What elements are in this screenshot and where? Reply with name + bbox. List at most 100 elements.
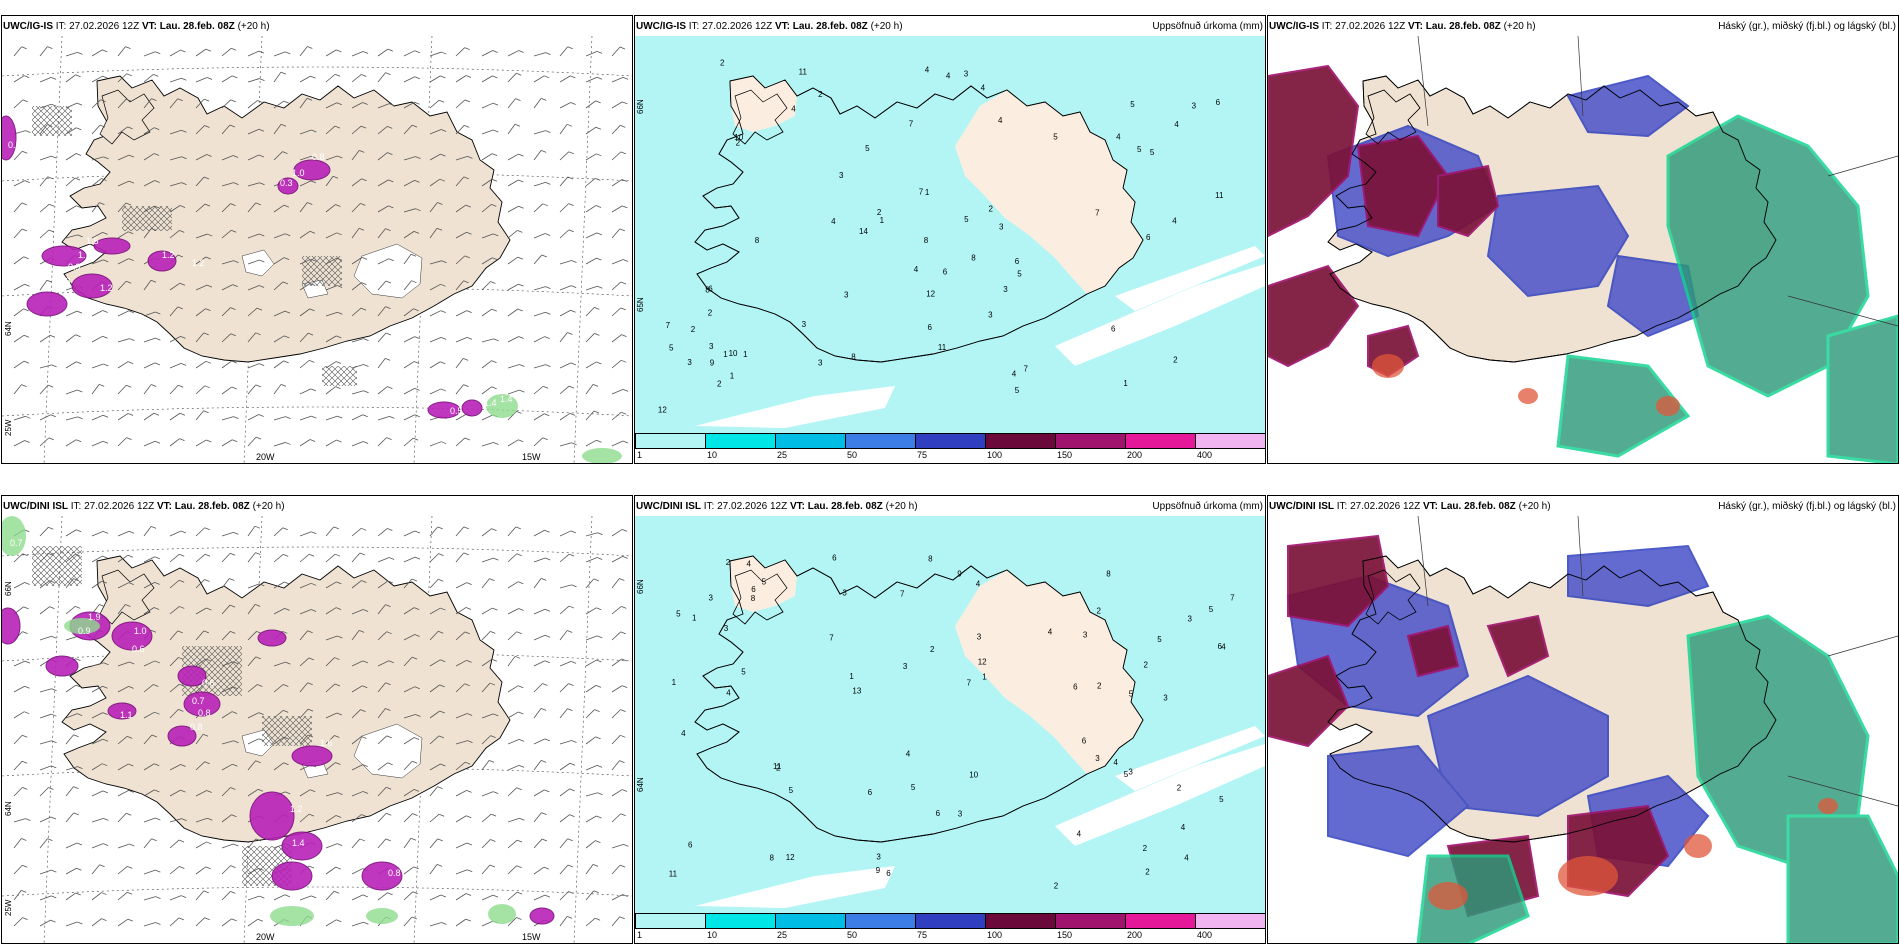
wind-barb-feather [336,335,342,339]
wind-barb-feather [362,441,369,444]
wind-value-label: 0.8 [198,708,211,718]
wind-value-label: 1.0 [134,626,147,636]
wind-barb [455,815,467,823]
wind-barb [351,441,364,447]
wind-barb-feather [570,362,577,366]
wind-barb [325,125,336,135]
wind-barb-feather [620,709,626,712]
wind-barb [429,710,440,719]
wind-barb [533,98,542,109]
precip-value: 6 [943,268,948,277]
wind-barb-feather [233,182,239,186]
colorbar-cell [775,913,846,929]
wind-barb [559,762,571,771]
wind-barb [221,203,231,213]
wind-barb-feather [569,788,575,792]
wind-barb [585,257,597,265]
wind-barb-feather [155,869,161,873]
wind-barb [169,335,181,343]
header: UWC/IG-IS IT: 27.02.2026 12Z VT: Lau. 28… [3,21,270,32]
wind-barb [351,685,363,693]
wind-barb-feather [127,361,134,364]
wind-barb [169,606,180,615]
wind-barb-feather [441,260,447,264]
wind-barb-feather [51,895,57,899]
wind-barb [247,202,257,213]
wind-barb-feather [49,580,55,584]
wind-barb [169,839,180,849]
wind-barb-feather [232,439,238,443]
wind-barb-feather [490,630,496,634]
wind-barb-feather [309,439,316,442]
wind-barb [533,52,546,57]
wind-barb [39,816,52,823]
wind-barb [91,555,103,563]
wind-barb [533,738,546,745]
wind-barb [455,358,464,369]
wind-barb-feather [177,306,183,310]
wind-barb-feather [567,630,573,633]
wind-barb-feather [75,658,81,662]
wind-barb-feather [385,358,391,361]
precip-value: 3 [1128,767,1133,776]
wind-barb-feather [595,840,601,843]
wind-barb [507,891,518,901]
wind-barb-feather [285,233,291,237]
colorbar-tick-label: 10 [707,450,718,460]
wind-barb [221,740,234,745]
wind-barb-feather [178,839,185,843]
wind-barb [299,630,308,641]
wind-barb [169,156,182,161]
colorbar-tick-label: 75 [917,930,928,940]
wind-barb [507,205,519,213]
wind-barb [299,657,310,667]
wind-barb [533,557,546,563]
wind-barb-feather [566,123,573,127]
precip-blob [293,159,331,181]
wind-barb [65,205,77,213]
wind-barb [195,439,207,447]
wind-barb [507,608,519,615]
wind-barb [585,765,598,771]
wind-barb [39,713,52,719]
wind-barb [611,685,623,693]
wind-barb-feather [361,580,367,583]
wind-barb [117,790,129,797]
precip-value: 2 [708,309,713,318]
wind-barb [91,440,104,447]
wind-barb [559,151,570,161]
wind-barb-feather [205,48,211,52]
wind-barb [169,438,180,447]
wind-barb [221,578,230,589]
wind-barb-feather [413,361,420,364]
wind-barb [247,363,260,369]
wind-barb-feather [50,816,57,820]
precip-value: 2 [691,325,696,334]
wind-barb [325,204,336,213]
wind-barb [143,838,152,849]
wind-barb [455,740,468,745]
wind-barb-feather [387,580,393,584]
wind-barb [169,764,181,771]
wind-barb [559,553,570,563]
wind-barb-feather [180,530,187,534]
precip-value: 3 [818,358,823,367]
wind-barb [455,125,465,135]
wind-value-label: 1.4 [484,398,497,408]
precip-value: 8 [924,236,929,245]
precip-value: 2 [1177,784,1182,793]
wind-barb [221,763,233,771]
wind-barb-feather [568,229,574,233]
wind-barb [91,178,102,187]
wind-barb-feather [77,389,83,393]
wind-barb [325,607,337,615]
wind-barb [559,260,572,265]
wind-barb [585,635,598,641]
wind-barb-feather [231,918,237,922]
wind-barb [299,415,312,421]
wind-barb [351,150,360,161]
wind-barb [507,336,519,343]
wind-barb-feather [24,283,30,287]
wind-barb [169,818,182,823]
wind-barb [247,656,257,667]
